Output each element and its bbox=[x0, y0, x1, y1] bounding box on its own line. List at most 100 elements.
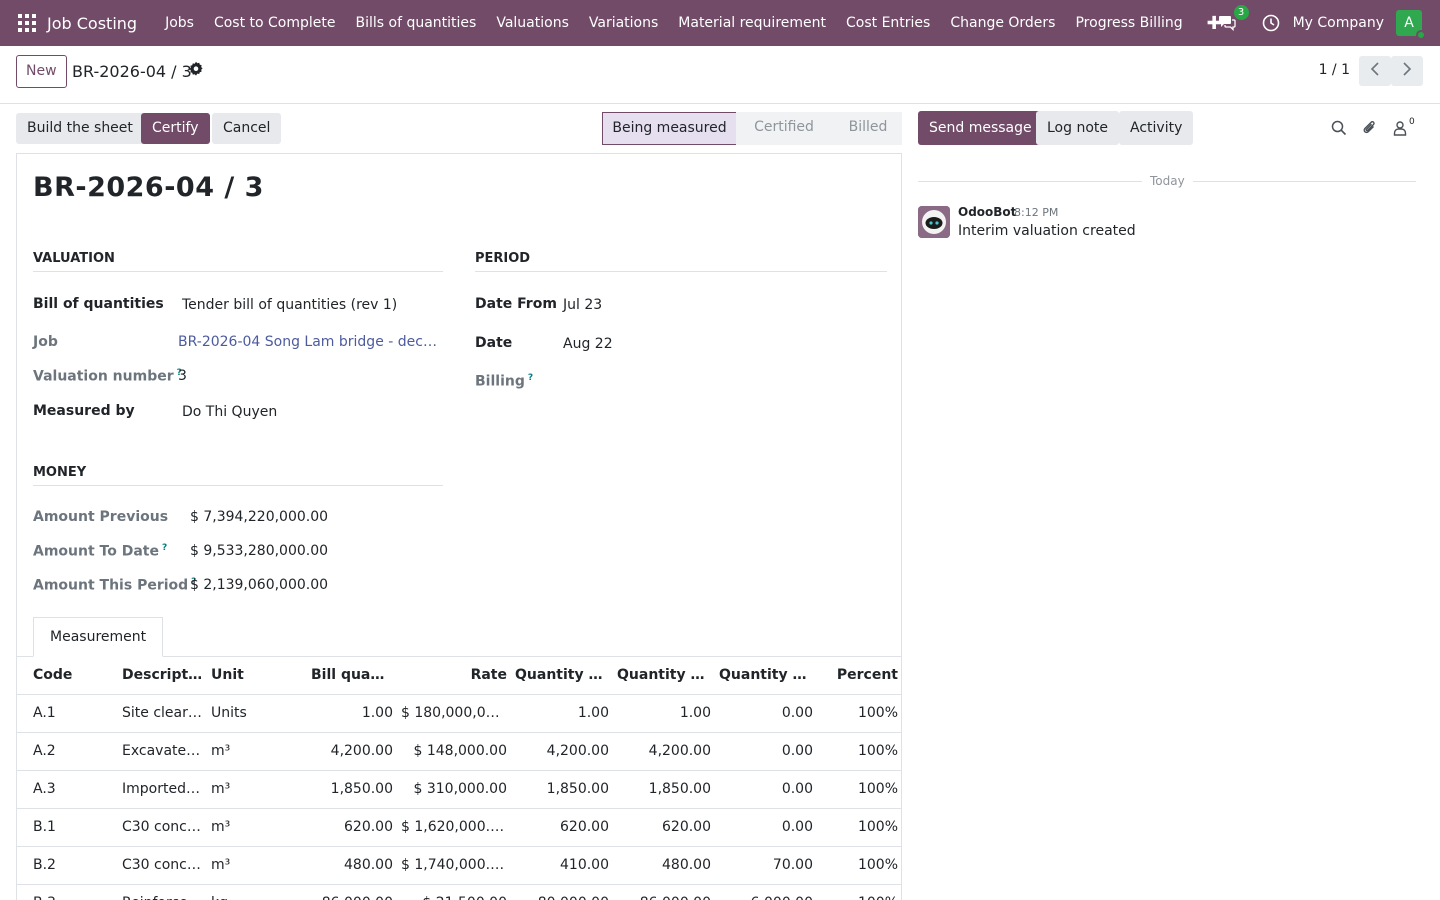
cell-percent: 100% bbox=[817, 694, 902, 733]
table-row[interactable]: B.2 C30 concrete m³ 480.00 $ 1,740,000.0… bbox=[17, 846, 902, 885]
cell-quantity-previous: 620.00 bbox=[511, 808, 613, 847]
cell-rate: $ 1,740,000.00 bbox=[397, 846, 511, 885]
pager-next-button[interactable] bbox=[1391, 56, 1423, 86]
activity-clock-icon[interactable] bbox=[1259, 11, 1283, 35]
table-row[interactable]: B.1 C30 concrete m³ 620.00 $ 1,620,000.0… bbox=[17, 808, 902, 847]
odoobot-avatar[interactable] bbox=[918, 206, 950, 238]
new-button[interactable]: New bbox=[16, 55, 67, 88]
stage-label: Billed bbox=[848, 119, 888, 135]
menu-change-orders[interactable]: Change Orders bbox=[950, 15, 1056, 31]
menu-progress-billing[interactable]: Progress Billing bbox=[1075, 15, 1183, 31]
stage-billed[interactable]: Billed bbox=[824, 112, 902, 145]
menu-valuations[interactable]: Valuations bbox=[496, 15, 569, 31]
search-icon[interactable] bbox=[1329, 118, 1349, 138]
app-brand[interactable]: Job Costing bbox=[47, 13, 138, 33]
menu-jobs[interactable]: Jobs bbox=[165, 15, 194, 31]
valuation-number-label: Valuation number? bbox=[33, 368, 182, 385]
cell-rate: $ 1,620,000.00 bbox=[397, 808, 511, 847]
column-header-quantity-previous[interactable]: Quantity Previous bbox=[511, 656, 613, 695]
send-message-button[interactable]: Send message bbox=[918, 111, 1043, 145]
job-label: Job bbox=[33, 334, 58, 350]
cell-quantity-this-period: 70.00 bbox=[715, 846, 817, 885]
cancel-button[interactable]: Cancel bbox=[212, 113, 282, 144]
build-sheet-button[interactable]: Build the sheet bbox=[16, 113, 144, 144]
gear-icon[interactable] bbox=[188, 61, 204, 77]
company-switcher[interactable]: My Company bbox=[1292, 15, 1384, 31]
message-author[interactable]: OdooBot bbox=[958, 205, 1017, 219]
chevron-left-icon bbox=[1370, 62, 1380, 80]
help-tooltip-icon[interactable]: ? bbox=[161, 543, 168, 553]
column-header-rate[interactable]: Rate bbox=[397, 656, 511, 695]
messaging-icon[interactable]: 3 bbox=[1215, 5, 1249, 35]
billing-label-text: Billing bbox=[475, 373, 525, 390]
log-note-button[interactable]: Log note bbox=[1036, 111, 1119, 145]
date-from-label: Date From bbox=[475, 296, 557, 312]
menu-cost-to-complete[interactable]: Cost to Complete bbox=[213, 15, 336, 31]
cell-bill-quantity: 480.00 bbox=[307, 846, 397, 885]
job-link[interactable]: BR-2026-04 Song Lam bridge - deck and ap… bbox=[178, 334, 444, 350]
cell-rate: $ 310,000.00 bbox=[397, 770, 511, 809]
cell-description: C30 concrete bbox=[118, 846, 207, 885]
amount-this-period-label-text: Amount This Period bbox=[33, 577, 189, 594]
bill-of-quantities-field[interactable]: Tender bill of quantities (rev 1) bbox=[182, 297, 398, 313]
help-tooltip-icon[interactable]: ? bbox=[176, 368, 182, 378]
table-row[interactable]: A.1 Site clearance Units 1.00 $ 180,000,… bbox=[17, 694, 902, 733]
table-row[interactable]: A.2 Excavate to formation m³ 4,200.00 $ … bbox=[17, 732, 902, 771]
date-field[interactable]: Aug 22 bbox=[563, 336, 613, 352]
column-header-percent[interactable]: Percent bbox=[817, 656, 902, 695]
column-header-bill-quantity[interactable]: Bill quantity bbox=[307, 656, 397, 695]
cell-unit: kg bbox=[207, 884, 307, 900]
cell-quantity-this-period: 0.00 bbox=[715, 770, 817, 809]
cell-percent: 100% bbox=[817, 808, 902, 847]
measured-by-field[interactable]: Do Thi Quyen bbox=[182, 404, 278, 420]
cell-quantity-previous: 1.00 bbox=[511, 694, 613, 733]
cell-rate: $ 180,000,000.00 bbox=[397, 694, 511, 733]
cell-quantity-this-period: 6,000.00 bbox=[715, 884, 817, 900]
stage-certified[interactable]: Certified bbox=[736, 112, 836, 145]
column-header-code[interactable]: Code bbox=[17, 656, 118, 695]
cell-quantity-this-period: 0.00 bbox=[715, 732, 817, 771]
cell-unit: m³ bbox=[207, 770, 307, 809]
cell-percent: 100% bbox=[817, 732, 902, 771]
column-header-quantity-to-date[interactable]: Quantity To Date bbox=[613, 656, 715, 695]
valuation-number-label-text: Valuation number bbox=[33, 368, 174, 385]
menu-variations[interactable]: Variations bbox=[588, 15, 659, 31]
valuation-number-field[interactable]: 3 bbox=[178, 368, 187, 384]
followers-icon[interactable] bbox=[1390, 118, 1410, 138]
amount-this-period-label: Amount This Period? bbox=[33, 577, 196, 594]
date-from-field[interactable]: Jul 23 bbox=[563, 297, 603, 313]
column-header-unit[interactable]: Unit bbox=[207, 656, 307, 695]
pager-value[interactable]: 1 / 1 bbox=[1318, 62, 1350, 78]
form-sheet: BR-2026-04 / 3 Valuation Period Bill of … bbox=[16, 153, 902, 900]
tab-measurement[interactable]: Measurement bbox=[33, 617, 164, 657]
cell-quantity-this-period: 0.00 bbox=[715, 694, 817, 733]
plus-icon[interactable]: ✚ bbox=[1206, 12, 1222, 34]
table-row[interactable]: A.3 Imported fill m³ 1,850.00 $ 310,000.… bbox=[17, 770, 902, 809]
certify-button[interactable]: Certify bbox=[141, 113, 210, 144]
paperclip-icon[interactable] bbox=[1360, 118, 1380, 138]
user-avatar[interactable]: A bbox=[1396, 10, 1426, 40]
date-label: Date bbox=[475, 335, 513, 351]
billing-label: Billing? bbox=[475, 373, 533, 390]
activity-button[interactable]: Activity bbox=[1119, 111, 1194, 145]
breadcrumb: BR-2026-04 / 3 bbox=[72, 62, 192, 81]
date-separator-label: Today bbox=[1142, 174, 1193, 188]
section-period: Period bbox=[475, 251, 887, 272]
navbar-systray: 3 My Company A bbox=[1215, 0, 1440, 46]
help-tooltip-icon[interactable]: ? bbox=[527, 373, 534, 383]
pager-previous-button[interactable] bbox=[1359, 56, 1391, 86]
cell-code: A.2 bbox=[17, 732, 118, 771]
menu-cost-entries[interactable]: Cost Entries bbox=[846, 15, 931, 31]
column-header-quantity-this-period[interactable]: Quantity This Period bbox=[715, 656, 817, 695]
help-tooltip-icon[interactable]: ? bbox=[191, 577, 197, 587]
top-navbar: Job Costing Jobs Cost to Complete Bills … bbox=[0, 0, 1440, 46]
table-row[interactable]: B.3 Reinforcement kg 86,000.00 $ 21,500.… bbox=[17, 884, 902, 900]
stage-being-measured[interactable]: Being measured bbox=[602, 112, 748, 145]
menu-material-requirement[interactable]: Material requirement bbox=[678, 15, 826, 31]
cell-quantity-previous: 4,200.00 bbox=[511, 732, 613, 771]
menu-bills-of-quantities[interactable]: Bills of quantities bbox=[355, 15, 477, 31]
column-header-description[interactable]: Description bbox=[118, 656, 207, 695]
control-panel: New BR-2026-04 / 3 1 / 1 bbox=[0, 46, 1440, 104]
apps-menu-icon[interactable] bbox=[18, 14, 36, 32]
table-header-row: Code Description Unit Bill quantity Rate… bbox=[17, 656, 902, 695]
